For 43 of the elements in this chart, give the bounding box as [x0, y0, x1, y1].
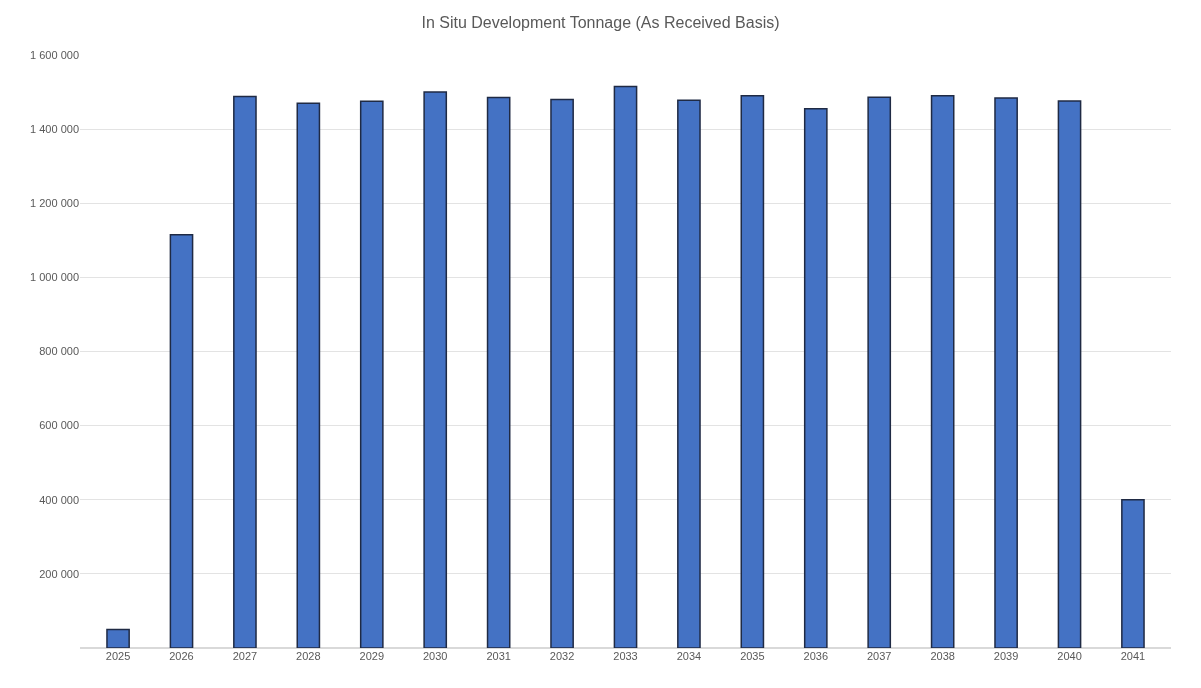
bar	[106, 628, 130, 648]
bar	[169, 234, 194, 648]
x-tick-label: 2039	[993, 650, 1019, 662]
x-tick-label: 2025	[105, 650, 131, 662]
x-tick-label: 2026	[169, 650, 194, 662]
x-tick-label: 2040	[1057, 650, 1082, 662]
bar	[550, 98, 574, 648]
x-tick-label: 2027	[232, 650, 258, 662]
y-tick-label: 400 000	[39, 493, 79, 506]
bar	[740, 95, 765, 648]
y-tick-label: 1 200 000	[30, 197, 79, 210]
y-tick-label: 1 000 000	[30, 271, 79, 284]
x-tick-label: 2032	[549, 650, 575, 662]
bar	[233, 95, 257, 648]
bar	[930, 95, 955, 648]
x-tick-label: 2038	[930, 650, 955, 662]
x-tick-label: 2031	[486, 650, 511, 662]
y-tick-label: 1 600 000	[30, 48, 79, 61]
x-tick-label: 2036	[803, 650, 829, 662]
x-tick-label: 2037	[866, 650, 892, 662]
x-tick-label: 2035	[740, 650, 765, 662]
y-tick-label: 600 000	[39, 419, 79, 432]
x-tick-label: 2033	[613, 650, 638, 662]
chart-title: In Situ Development Tonnage (As Received Basis)	[421, 14, 780, 32]
x-tick-label: 2029	[359, 650, 385, 662]
bar	[803, 107, 828, 648]
x-tick-label: 2030	[422, 650, 448, 662]
x-tick-label: 2028	[296, 650, 321, 662]
bar	[486, 96, 511, 648]
y-tick-label: 1 400 000	[30, 122, 79, 135]
y-tick-label: 200 000	[39, 567, 79, 580]
bar	[867, 96, 892, 648]
y-tick-label: 800 000	[39, 345, 79, 358]
bar	[613, 85, 638, 648]
bar	[423, 91, 448, 648]
bar	[677, 99, 701, 648]
bar	[994, 97, 1018, 648]
bar	[359, 100, 384, 648]
x-tick-label: 2041	[1120, 650, 1146, 662]
bar	[1121, 499, 1145, 648]
bar	[1057, 100, 1082, 648]
bar	[296, 102, 321, 648]
x-tick-label: 2034	[676, 650, 702, 662]
